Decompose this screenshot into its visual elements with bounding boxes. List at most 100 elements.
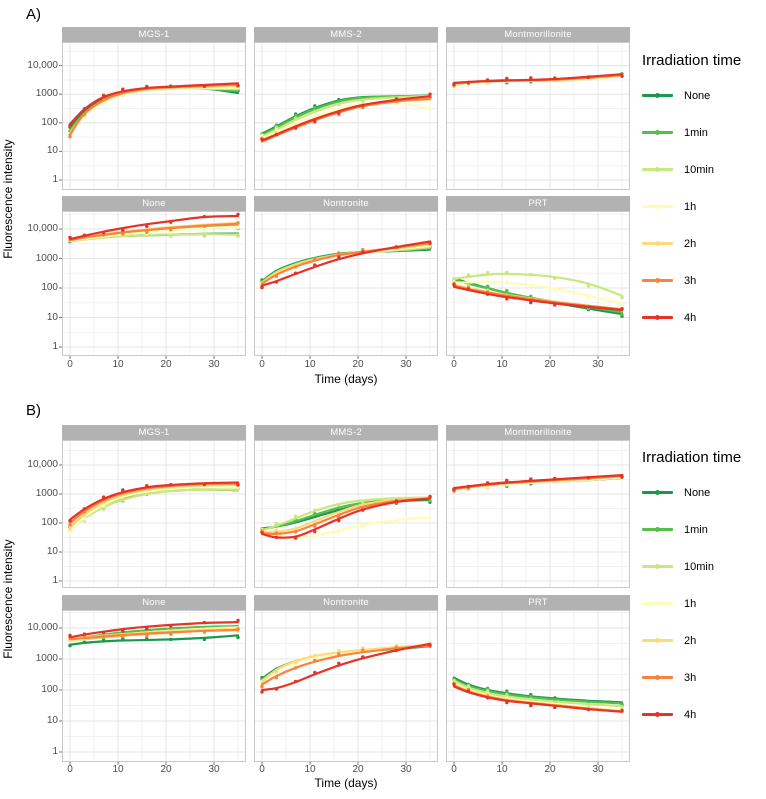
y-tick-label: 100 (41, 517, 58, 528)
y-tick-label: 100 (41, 282, 58, 293)
legend-title: Irradiation time (642, 449, 742, 466)
x-axis-title-a: Time (days) (314, 372, 378, 386)
legend-item-10min: 10min (642, 548, 766, 585)
legend-title: Irradiation time (642, 52, 742, 69)
x-tick-label: 10 (304, 764, 316, 775)
facet-strip: PRT (446, 595, 630, 610)
x-tick-label: 30 (592, 764, 604, 775)
legend-point (655, 241, 660, 246)
legend-label: None (684, 89, 711, 102)
facet-strip: MMS-2 (254, 27, 438, 42)
legend-line-swatch (642, 601, 673, 606)
legend-label: 1h (684, 200, 697, 213)
x-tick-label: 0 (67, 764, 73, 775)
legend-label: 1min (684, 523, 708, 536)
legend-items: None 1min 10min 1h 2h 3h 4h (642, 474, 766, 733)
legend-point (655, 315, 660, 320)
legend-line-swatch (642, 490, 673, 495)
facet-strip: MMS-2 (254, 425, 438, 440)
facet-plot-a-montmorillonite (446, 42, 630, 190)
facet-strip: PRT (446, 196, 630, 211)
facet-plot-b-mms2 (254, 440, 438, 588)
legend-label: 10min (684, 560, 714, 573)
panel-b-label: B) (26, 402, 41, 419)
panel-a-label: A) (26, 6, 41, 23)
facet-plot-b-nontronite (254, 610, 438, 765)
legend-point (655, 167, 660, 172)
y-tick-label: 10,000 (27, 59, 58, 71)
legend-label: 1min (684, 126, 708, 139)
legend-b: Irradiation time None 1min 10min 1h 2h 3h 4h (642, 449, 766, 733)
legend-item-1min: 1min (642, 114, 766, 151)
legend-label: 3h (684, 671, 697, 684)
facet-strip: Nontronite (254, 196, 438, 211)
facet-a-mms2: MMS-2 (254, 27, 438, 190)
x-tick-label: 0 (67, 359, 73, 370)
legend-point (655, 601, 660, 606)
facet-b-mgs1: MGS-1 (59, 425, 246, 588)
legend-item-1h: 1h (642, 585, 766, 622)
x-tick-label: 20 (352, 359, 364, 370)
x-tick-label: 10 (112, 359, 124, 370)
y-tick-label: 100 (41, 116, 58, 128)
facet-strip: Montmorillonite (446, 27, 630, 42)
facet-plot-b-none (59, 610, 246, 765)
facet-a-nontronite: Nontronite (254, 196, 438, 359)
legend-point (655, 638, 660, 643)
x-tick-label: 30 (400, 359, 412, 370)
x-tick-label: 10 (496, 359, 508, 370)
legend-line-swatch (642, 564, 673, 569)
x-tick-label: 30 (592, 359, 604, 370)
x-axis-title-b: Time (days) (314, 776, 378, 790)
y-tick-label: 1000 (35, 653, 58, 664)
legend-item-2h: 2h (642, 225, 766, 262)
legend-item-none: None (642, 474, 766, 511)
legend-label: 1h (684, 597, 697, 610)
legend-line-swatch (642, 638, 673, 643)
facet-plot-b-prt (446, 610, 630, 765)
facet-a-none: None (59, 196, 246, 359)
facet-strip: None (62, 196, 246, 211)
facet-plot-b-montmorillonite (446, 440, 630, 588)
x-tick-label: 0 (259, 764, 265, 775)
legend-line-swatch (642, 241, 673, 246)
x-tick-label: 20 (160, 359, 172, 370)
facet-plot-a-prt (446, 211, 630, 359)
y-tick-label: 1000 (35, 252, 58, 264)
legend-line-swatch (642, 315, 673, 320)
x-tick-label: 20 (544, 359, 556, 370)
legend-item-1min: 1min (642, 511, 766, 548)
y-tick-label: 1 (52, 341, 58, 352)
x-tick-label: 10 (496, 764, 508, 775)
facet-plot-a-mms2 (254, 42, 438, 190)
legend-line-swatch (642, 712, 673, 717)
facet-b-montmorillonite: Montmorillonite (446, 425, 630, 588)
x-tick-label: 0 (451, 359, 457, 370)
y-tick-label: 10,000 (27, 622, 58, 633)
legend-point (655, 527, 660, 532)
legend-item-none: None (642, 77, 766, 114)
legend-item-1h: 1h (642, 188, 766, 225)
facet-strip: Montmorillonite (446, 425, 630, 440)
facet-b-mms2: MMS-2 (254, 425, 438, 588)
legend-a: Irradiation time None 1min 10min 1h 2h 3h 4h (642, 52, 766, 336)
legend-line-swatch (642, 130, 673, 135)
legend-line-swatch (642, 675, 673, 680)
y-tick-label: 10 (46, 546, 58, 557)
legend-item-4h: 4h (642, 299, 766, 336)
facet-a-mgs1: MGS-1 (59, 27, 246, 190)
legend-point (655, 130, 660, 135)
facet-plot-a-none (59, 211, 246, 359)
y-tick-label: 1000 (35, 88, 58, 100)
x-tick-label: 30 (400, 764, 412, 775)
x-tick-label: 30 (208, 764, 220, 775)
x-tick-label: 10 (112, 764, 124, 775)
facet-b-prt: PRT (446, 595, 630, 765)
legend-items: None 1min 10min 1h 2h 3h 4h (642, 77, 766, 336)
legend-label: 4h (684, 708, 697, 721)
legend-line-swatch (642, 527, 673, 532)
y-tick-label: 100 (41, 684, 58, 695)
facet-a-montmorillonite: Montmorillonite (446, 27, 630, 190)
x-tick-label: 20 (160, 764, 172, 775)
facet-strip: Nontronite (254, 595, 438, 610)
